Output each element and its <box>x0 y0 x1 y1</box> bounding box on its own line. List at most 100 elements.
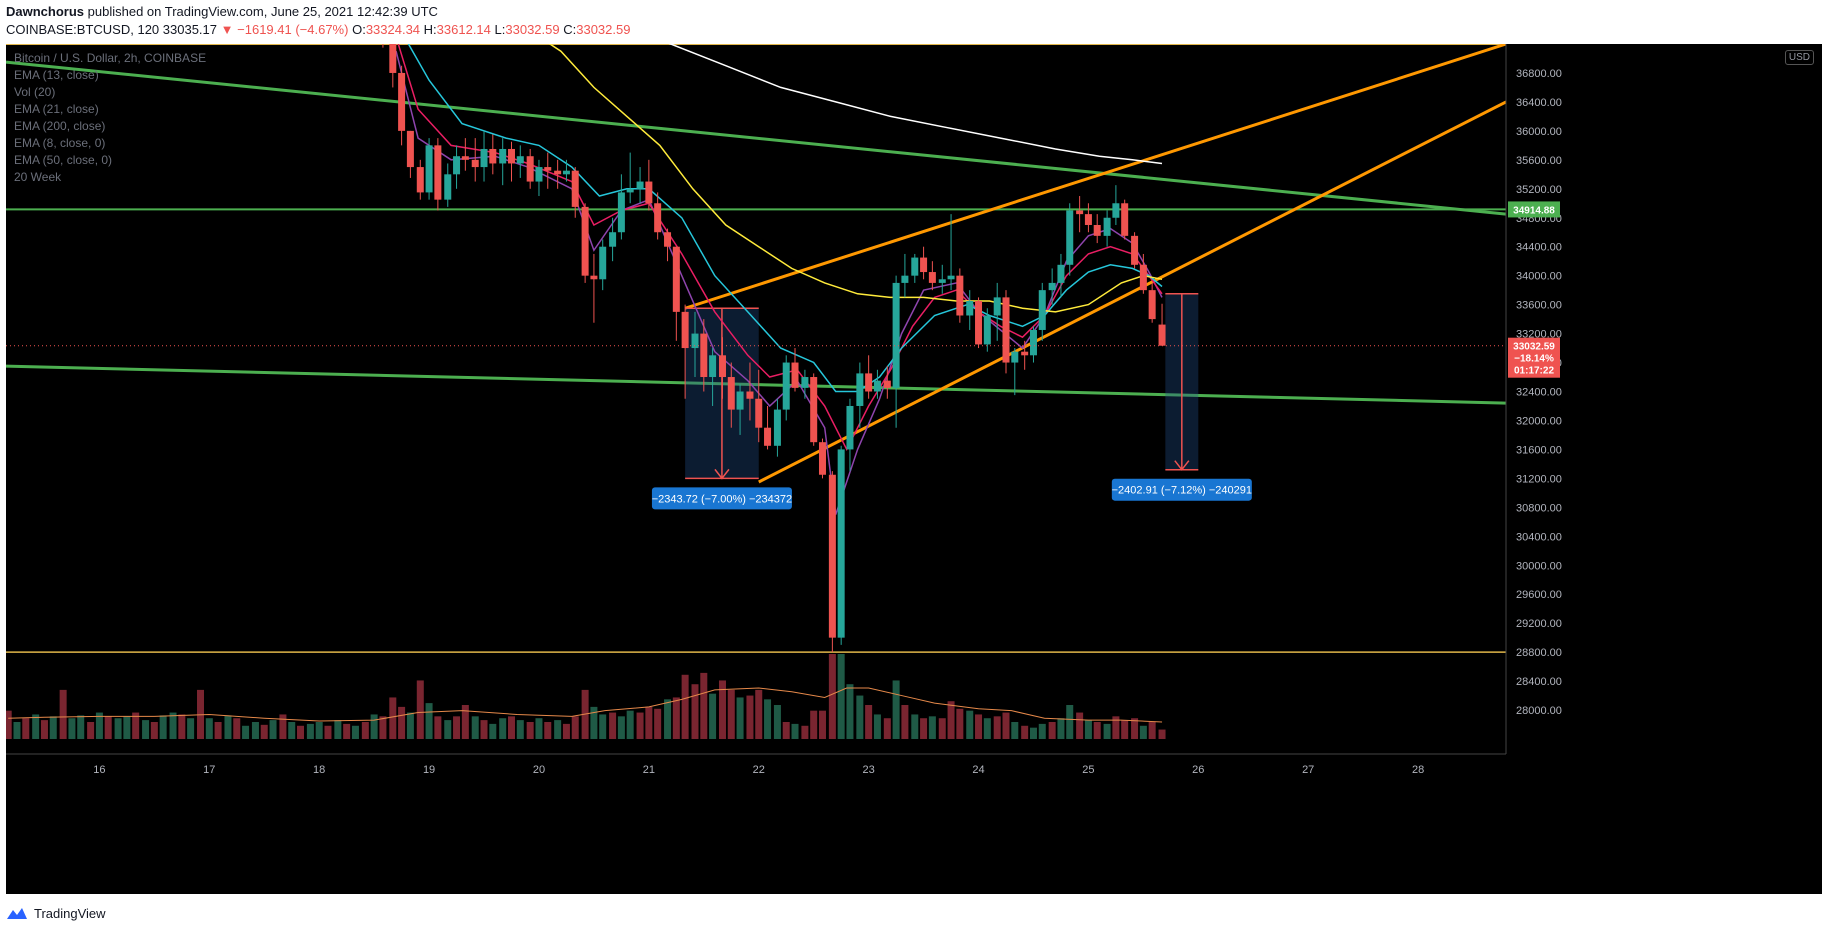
volume-bar <box>791 723 799 739</box>
footer: TradingView <box>6 902 106 924</box>
candle-body <box>398 72 406 131</box>
measure-arrow-head <box>1174 460 1190 471</box>
candle-body <box>672 246 680 312</box>
volume-bar <box>599 714 607 739</box>
volume-bar <box>444 720 452 739</box>
candle-body <box>911 257 919 276</box>
y-tick-label: 34000.00 <box>1516 271 1562 283</box>
legend-item[interactable]: EMA (21, close) <box>14 102 99 116</box>
volume-bar <box>6 710 12 739</box>
legend-item[interactable]: 20 Week <box>14 170 62 184</box>
volume-bar <box>406 712 414 739</box>
y-tick-label: 36000.00 <box>1516 126 1562 138</box>
candle-body <box>773 409 781 446</box>
open-label: O: <box>352 22 366 37</box>
candle-body <box>1002 297 1010 363</box>
volume-bar <box>544 722 552 739</box>
volume-bar <box>901 705 909 739</box>
volume-bar <box>828 654 836 739</box>
currency-badge[interactable]: USD <box>1784 50 1814 65</box>
legend-item[interactable]: Vol (20) <box>14 85 56 99</box>
legend-item[interactable]: EMA (50, close, 0) <box>14 153 113 167</box>
volume-bar <box>260 724 268 739</box>
publish-line: Dawnchorus published on TradingView.com,… <box>6 4 438 19</box>
ema50-line <box>548 44 1163 313</box>
x-tick-label: 23 <box>863 764 875 776</box>
candle-body <box>865 373 873 392</box>
x-tick-label: 19 <box>423 764 435 776</box>
y-tick-label: 36400.00 <box>1516 97 1562 109</box>
candle-body <box>425 145 433 193</box>
volume-bar <box>1148 722 1156 739</box>
candle-body <box>535 167 543 182</box>
volume-bar <box>928 716 936 739</box>
candle-body <box>691 333 699 349</box>
low-value: 33032.59 <box>505 22 560 37</box>
volume-bar <box>480 720 488 739</box>
x-tick-label: 22 <box>753 764 765 776</box>
y-tick-label: 28000.00 <box>1516 705 1562 717</box>
chart-panel[interactable]: −2343.72 (−7.00%) −234372 −2402.91 (−7.12… <box>6 44 1822 894</box>
price-label-bg <box>1508 337 1560 378</box>
candle-body <box>1093 224 1101 236</box>
volume-bar <box>461 705 469 739</box>
candle-body <box>444 174 452 200</box>
volume-bar <box>425 703 433 739</box>
footer-brand[interactable]: TradingView <box>34 905 106 921</box>
candle-body <box>837 449 845 638</box>
volume-bar <box>1002 712 1010 739</box>
candle-body <box>956 275 964 316</box>
candle-body <box>1121 203 1129 236</box>
open-value: 33324.34 <box>365 22 421 37</box>
candle-body <box>736 391 744 410</box>
candle-body <box>938 279 946 283</box>
volume-bar <box>59 689 67 739</box>
volume-bar <box>865 705 873 739</box>
volume-bar <box>993 716 1001 739</box>
y-tick-label: 30000.00 <box>1516 560 1562 572</box>
volume-bar <box>966 710 974 739</box>
y-tick-label: 33200.00 <box>1516 329 1562 341</box>
volume-bar <box>269 720 277 739</box>
volume-bar <box>664 699 672 739</box>
candle-body <box>1112 203 1120 218</box>
legend-item[interactable]: EMA (200, close) <box>14 119 106 133</box>
legend-item[interactable]: EMA (13, close) <box>14 68 99 82</box>
candle-body <box>1103 217 1111 236</box>
volume-bar <box>571 716 579 739</box>
price-axis-bg <box>1506 44 1822 894</box>
price-chart[interactable]: −2343.72 (−7.00%) −234372 −2402.91 (−7.12… <box>6 44 1822 894</box>
volume-bar <box>672 697 680 739</box>
candle-body <box>901 275 909 283</box>
volume-bar <box>398 706 406 739</box>
legend-item[interactable]: EMA (8, close, 0) <box>14 136 106 150</box>
measure-label-text: −2343.72 (−7.00%) −234372 <box>652 493 792 505</box>
volume-bar <box>947 701 955 739</box>
x-tick-label: 24 <box>972 764 984 776</box>
candle-body <box>920 257 928 273</box>
volume-bar <box>489 723 497 739</box>
trend_green-line <box>6 60 1507 216</box>
candle-body <box>562 170 570 175</box>
volume-bar <box>1038 723 1046 739</box>
candle-body <box>764 427 772 446</box>
price-label-text: −18.14% <box>1514 354 1554 365</box>
volume-bar <box>104 716 112 739</box>
candle-body <box>873 380 881 392</box>
tradingview-logo-icon[interactable] <box>6 906 28 920</box>
candle-body <box>983 315 991 345</box>
volume-bar <box>873 714 881 739</box>
volume-bar <box>499 718 507 739</box>
volume-bar <box>49 716 57 739</box>
volume-bar <box>1057 718 1065 739</box>
volume-bar <box>379 716 387 739</box>
volume-bar <box>32 714 40 739</box>
author-name[interactable]: Dawnchorus <box>6 4 85 19</box>
change-arrow-icon: ▼ <box>220 22 234 37</box>
volume-bar <box>700 672 708 739</box>
candle-body <box>791 362 799 388</box>
volume-bar <box>13 722 21 739</box>
volume-bar <box>416 680 424 739</box>
volume-bar <box>1121 720 1129 739</box>
price-label: 33032.59−18.14%01:17:22 <box>1508 337 1560 378</box>
